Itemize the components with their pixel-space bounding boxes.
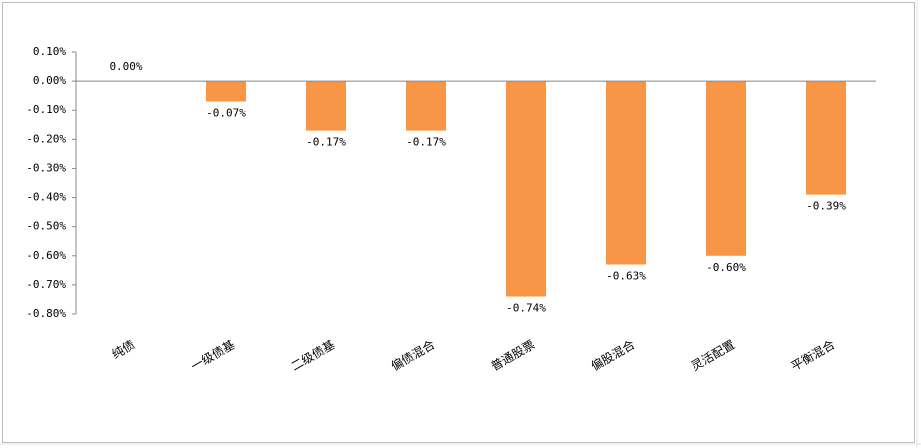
value-label: -0.17%: [406, 136, 446, 149]
chart-area: [2, 2, 915, 443]
bar: [206, 81, 246, 102]
bar: [506, 81, 546, 297]
value-label: -0.60%: [706, 261, 746, 274]
y-tick-label: -0.30%: [26, 161, 66, 174]
value-label: -0.39%: [806, 200, 846, 213]
y-tick-label: 0.00%: [33, 74, 66, 87]
y-tick-label: 0.10%: [33, 45, 66, 58]
bar: [406, 81, 446, 131]
bar: [806, 81, 846, 195]
value-label: -0.74%: [506, 302, 546, 315]
y-tick-label: -0.50%: [26, 220, 66, 233]
value-label: -0.63%: [606, 270, 646, 283]
y-tick-label: -0.10%: [26, 103, 66, 116]
value-label: -0.07%: [206, 106, 246, 119]
value-label: 0.00%: [109, 60, 142, 73]
value-label: -0.17%: [306, 136, 346, 149]
bar: [706, 81, 746, 256]
y-tick-label: -0.20%: [26, 132, 66, 145]
y-tick-label: -0.80%: [26, 307, 66, 320]
y-tick-label: -0.60%: [26, 249, 66, 262]
y-tick-label: -0.70%: [26, 278, 66, 291]
bar: [306, 81, 346, 131]
bar: [606, 81, 646, 265]
y-tick-label: -0.40%: [26, 191, 66, 204]
